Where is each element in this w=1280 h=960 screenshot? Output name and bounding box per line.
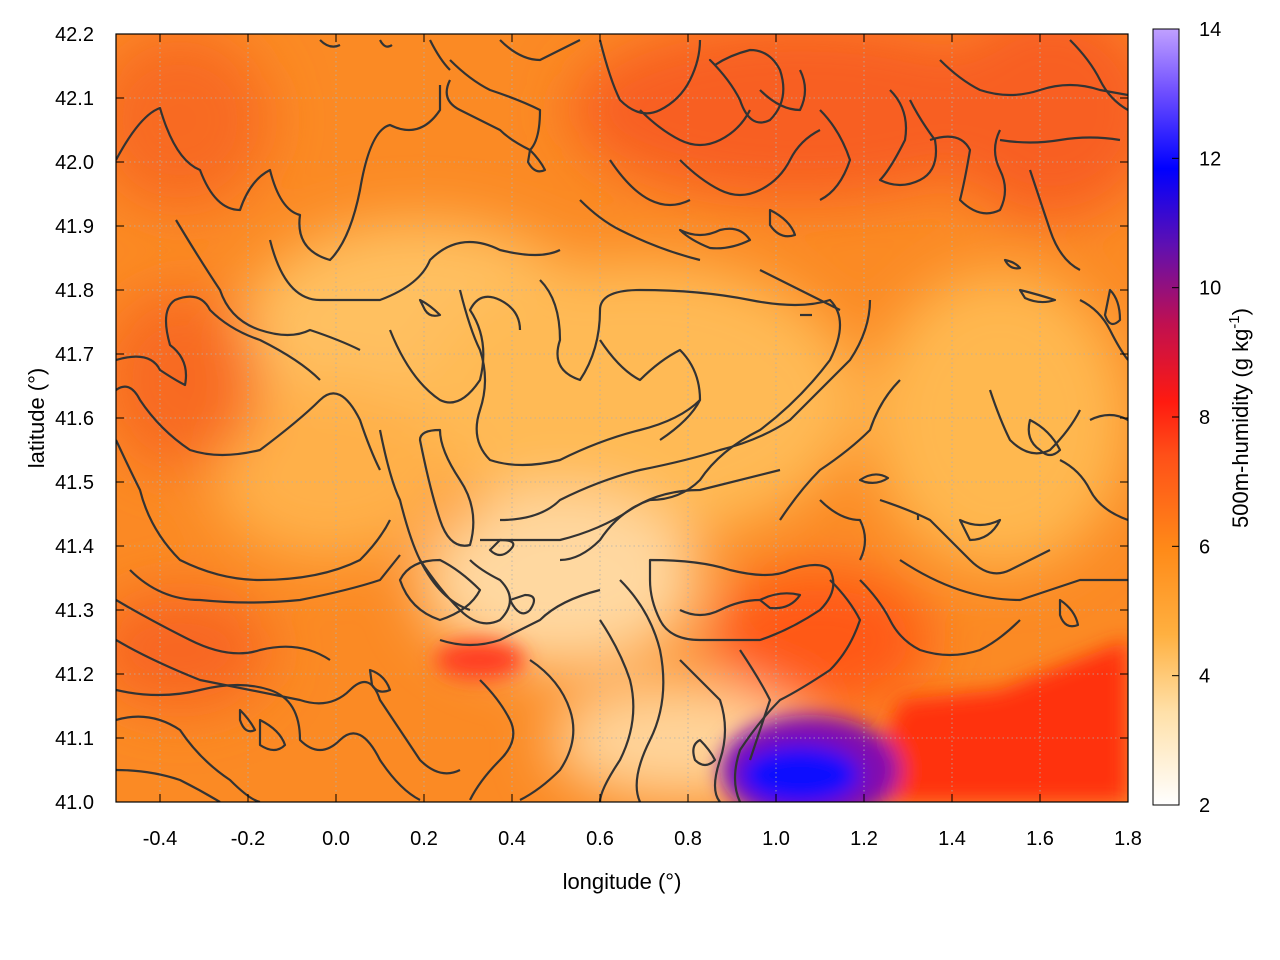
y-tick-label: 42.0 <box>55 152 94 174</box>
y-tick-label: 41.4 <box>55 536 94 558</box>
y-tick-label: 42.2 <box>55 24 94 46</box>
y-tick-label: 41.9 <box>55 216 94 238</box>
x-axis: -0.4 -0.2 0.0 0.2 0.4 0.6 0.8 1.0 1.2 1.4 1.6 1.8 <box>143 34 1142 850</box>
x-tick-label: 1.0 <box>762 828 790 850</box>
y-axis: 41.0 41.1 41.2 41.3 41.4 41.5 41.6 41.7 41.8 41.9… <box>55 24 1128 814</box>
colorbar-tick-label: 4 <box>1199 666 1210 688</box>
colorbar-tick-label: 2 <box>1199 795 1210 817</box>
colorbar-title-main: 500m-humidity (g kg <box>1228 329 1253 528</box>
x-tick-label: 1.6 <box>1026 828 1054 850</box>
contour-lines <box>116 39 1128 802</box>
y-tick-label: 41.6 <box>55 408 94 430</box>
colorbar-tick-label: 8 <box>1199 407 1210 429</box>
x-tick-label: 0.2 <box>410 828 438 850</box>
y-tick-label: 41.2 <box>55 664 94 686</box>
y-tick-label: 42.1 <box>55 88 94 110</box>
x-tick-label: 1.4 <box>938 828 966 850</box>
x-tick-label: 1.8 <box>1114 828 1142 850</box>
x-tick-label: -0.2 <box>231 828 265 850</box>
x-axis-title: longitude (°) <box>563 869 682 894</box>
x-tick-label: 0.4 <box>498 828 526 850</box>
colorbar-tick-label: 12 <box>1199 148 1221 170</box>
colorbar-axis: 2 4 6 8 10 12 14 <box>1172 19 1221 817</box>
heatmap-field <box>116 34 1128 802</box>
y-tick-label: 41.0 <box>55 792 94 814</box>
x-tick-label: 0.6 <box>586 828 614 850</box>
y-tick-label: 41.1 <box>55 728 94 750</box>
x-tick-label: -0.4 <box>143 828 177 850</box>
colorbar-tick-label: 10 <box>1199 278 1221 300</box>
x-tick-label: 1.2 <box>850 828 878 850</box>
y-tick-label: 41.8 <box>55 280 94 302</box>
colorbar-tick-label: 14 <box>1199 19 1221 41</box>
colorbar-title: 500m-humidity (g kg-1) <box>1226 308 1253 528</box>
colorbar-tick-label: 6 <box>1199 536 1210 558</box>
colorbar-title-close: ) <box>1228 308 1253 315</box>
y-tick-label: 41.7 <box>55 344 94 366</box>
y-tick-label: 41.5 <box>55 472 94 494</box>
y-axis-title: latitude (°) <box>24 368 49 469</box>
x-tick-label: 0.0 <box>322 828 350 850</box>
y-tick-label: 41.3 <box>55 600 94 622</box>
colorbar-title-sup: -1 <box>1226 315 1243 328</box>
x-tick-label: 0.8 <box>674 828 702 850</box>
